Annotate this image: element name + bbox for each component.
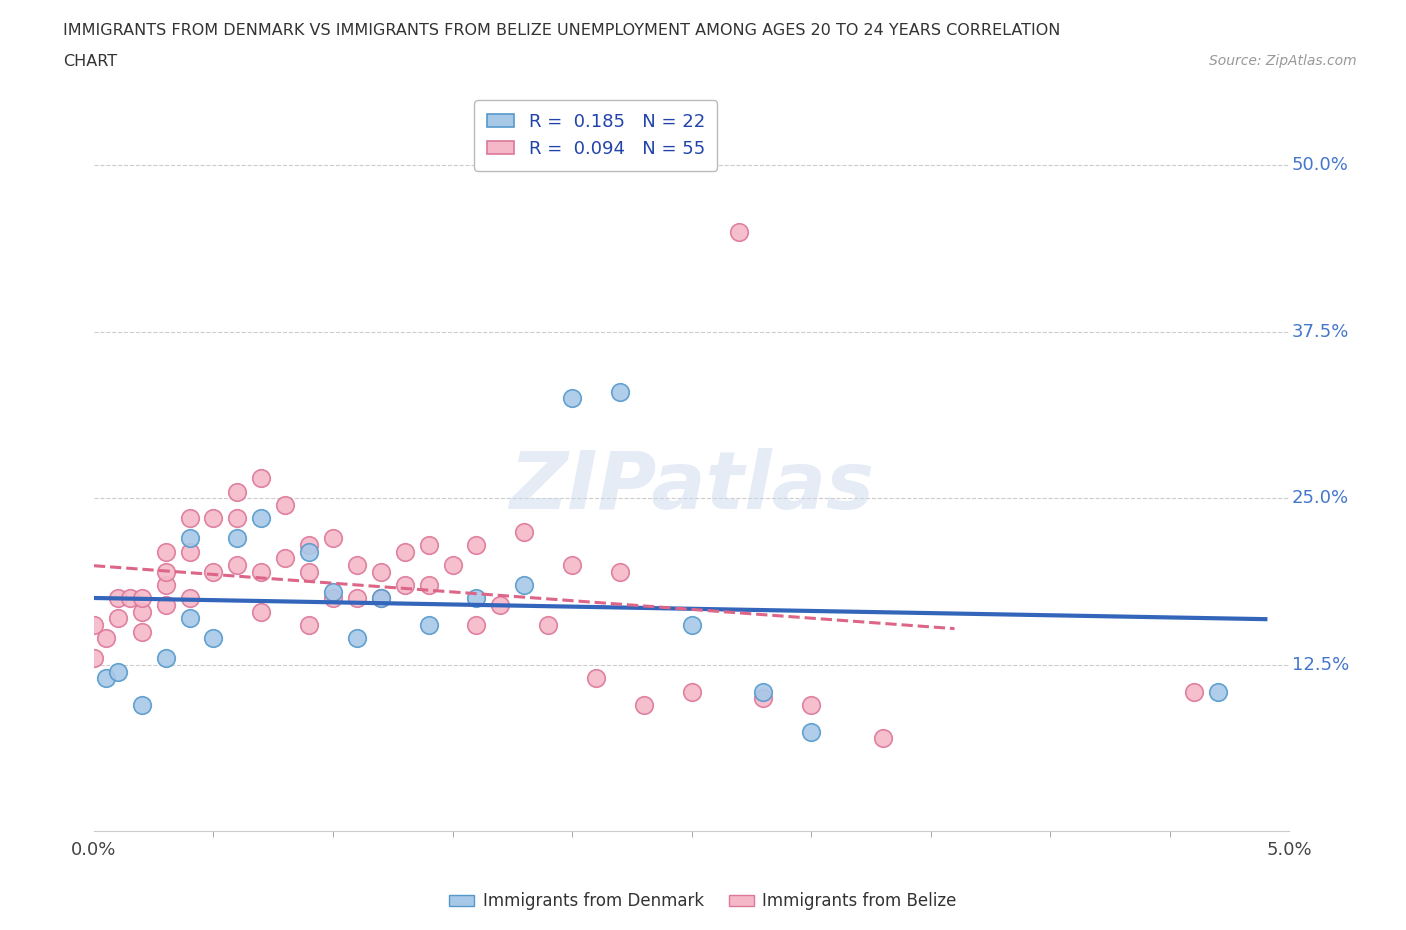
Point <box>226 531 249 546</box>
Text: 50.0%: 50.0% <box>1292 156 1348 174</box>
Point <box>609 565 631 579</box>
Point <box>131 591 153 605</box>
Point <box>118 591 141 605</box>
Point <box>202 565 225 579</box>
Point <box>394 544 416 559</box>
Point <box>489 598 512 613</box>
Text: Source: ZipAtlas.com: Source: ZipAtlas.com <box>1209 54 1357 68</box>
Point <box>537 618 560 632</box>
Point <box>752 684 775 699</box>
Point <box>179 591 201 605</box>
Point <box>370 591 392 605</box>
Point <box>155 651 177 666</box>
Point <box>131 698 153 712</box>
Point <box>155 598 177 613</box>
Point <box>179 611 201 626</box>
Point <box>298 538 321 552</box>
Point <box>94 631 117 645</box>
Point <box>202 511 225 525</box>
Text: 25.0%: 25.0% <box>1292 489 1348 508</box>
Legend: Immigrants from Denmark, Immigrants from Belize: Immigrants from Denmark, Immigrants from… <box>443 885 963 917</box>
Point <box>441 558 464 573</box>
Point <box>179 511 201 525</box>
Point <box>561 558 583 573</box>
Point <box>298 544 321 559</box>
Point <box>83 651 105 666</box>
Point <box>298 618 321 632</box>
Point <box>609 384 631 399</box>
Point <box>752 691 775 706</box>
Text: IMMIGRANTS FROM DENMARK VS IMMIGRANTS FROM BELIZE UNEMPLOYMENT AMONG AGES 20 TO : IMMIGRANTS FROM DENMARK VS IMMIGRANTS FR… <box>63 23 1060 38</box>
Point <box>418 618 440 632</box>
Point <box>370 591 392 605</box>
Point <box>202 631 225 645</box>
Point <box>585 671 607 685</box>
Point <box>322 584 344 599</box>
Point <box>394 578 416 592</box>
Text: 12.5%: 12.5% <box>1292 656 1348 674</box>
Point <box>346 591 368 605</box>
Point <box>250 565 273 579</box>
Point <box>131 624 153 639</box>
Point <box>322 531 344 546</box>
Point <box>681 684 703 699</box>
Point <box>346 558 368 573</box>
Point <box>226 558 249 573</box>
Point <box>226 485 249 499</box>
Point <box>465 538 488 552</box>
Point <box>94 671 117 685</box>
Point <box>179 531 201 546</box>
Point <box>1206 684 1229 699</box>
Point <box>561 391 583 405</box>
Point <box>728 224 751 239</box>
Point <box>107 664 129 679</box>
Point <box>465 618 488 632</box>
Point <box>346 631 368 645</box>
Point <box>513 525 536 539</box>
Point <box>681 618 703 632</box>
Point <box>107 611 129 626</box>
Point <box>83 618 105 632</box>
Point <box>370 565 392 579</box>
Point <box>800 724 823 739</box>
Point <box>250 604 273 619</box>
Text: 37.5%: 37.5% <box>1292 323 1348 341</box>
Point <box>155 565 177 579</box>
Point <box>322 591 344 605</box>
Legend: R =  0.185   N = 22, R =  0.094   N = 55: R = 0.185 N = 22, R = 0.094 N = 55 <box>474 100 717 171</box>
Point <box>274 498 297 512</box>
Point <box>513 578 536 592</box>
Point <box>250 511 273 525</box>
Point <box>633 698 655 712</box>
Point <box>418 538 440 552</box>
Point <box>418 578 440 592</box>
Point <box>274 551 297 565</box>
Point <box>465 591 488 605</box>
Point <box>226 511 249 525</box>
Point <box>155 544 177 559</box>
Point <box>872 731 894 746</box>
Point <box>298 565 321 579</box>
Point <box>155 578 177 592</box>
Text: ZIPatlas: ZIPatlas <box>509 448 875 526</box>
Point <box>179 544 201 559</box>
Point <box>800 698 823 712</box>
Point <box>1182 684 1205 699</box>
Point <box>250 471 273 485</box>
Point <box>107 591 129 605</box>
Point <box>131 604 153 619</box>
Text: CHART: CHART <box>63 54 117 69</box>
